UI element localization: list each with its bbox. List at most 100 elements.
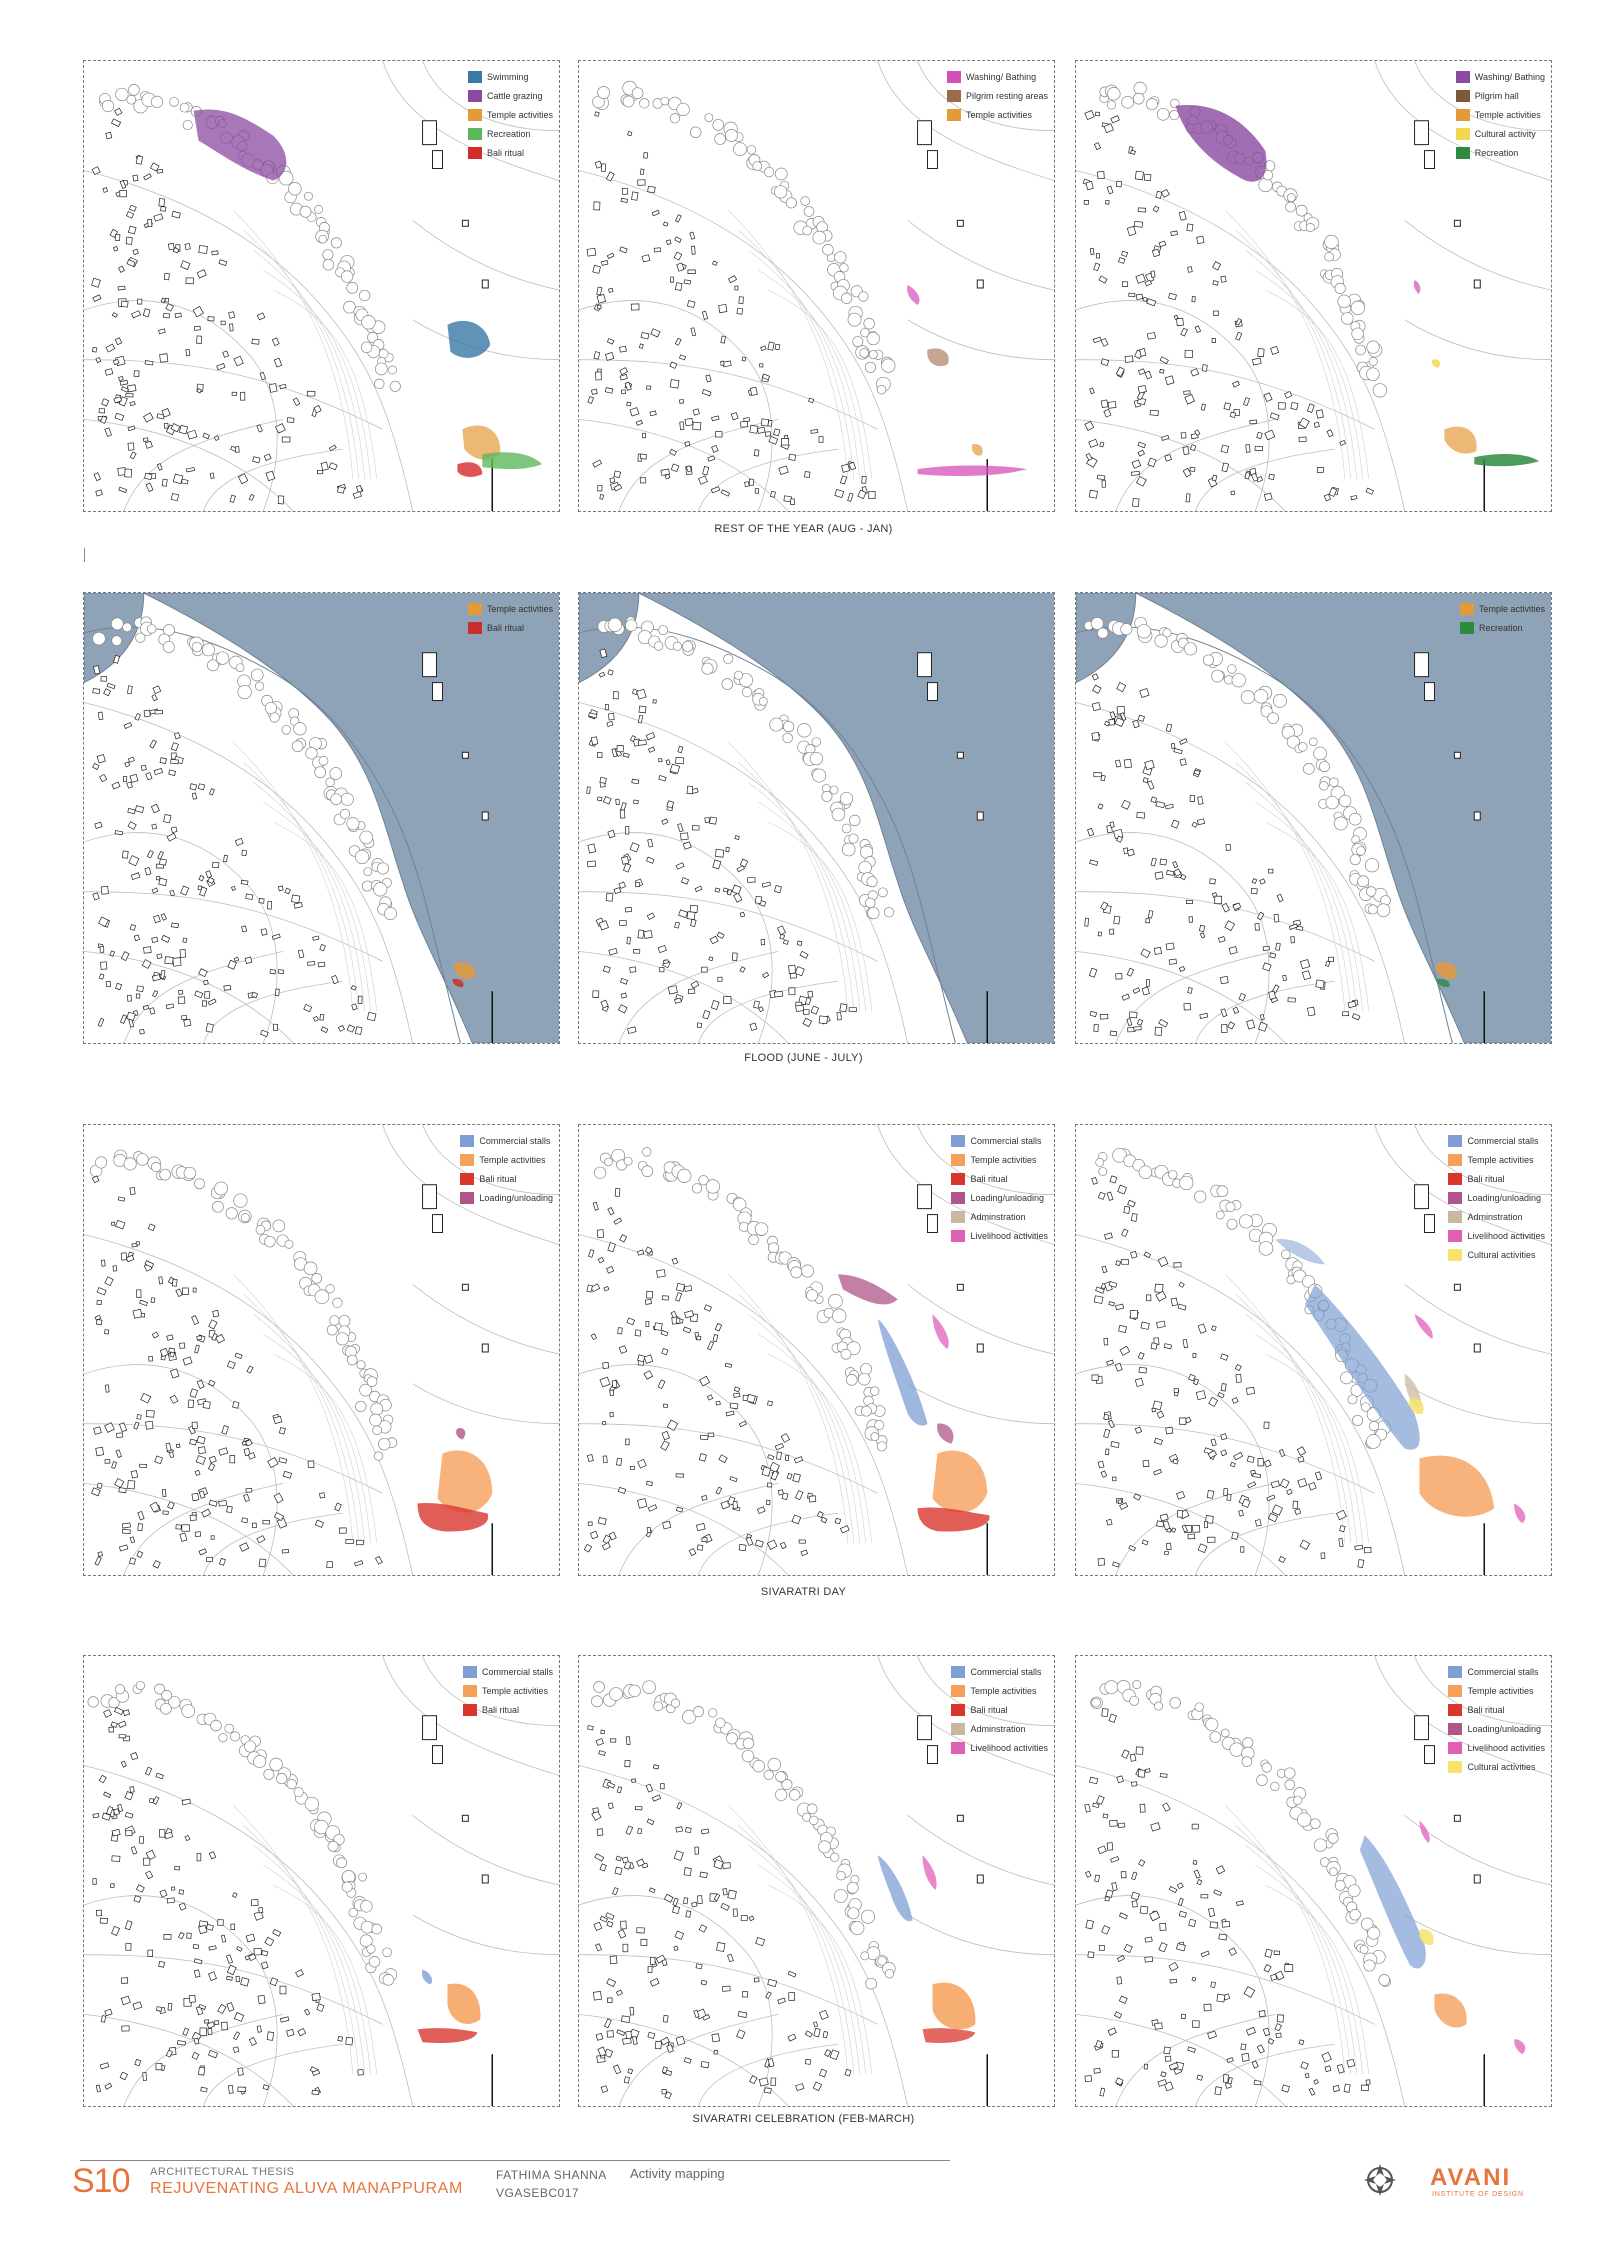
legend-label: Bali ritual bbox=[481, 1705, 519, 1715]
activity-zone bbox=[1413, 280, 1421, 294]
legend-item: Bali ritual bbox=[460, 1173, 553, 1185]
legend-label: Bali ritual bbox=[970, 1174, 1008, 1184]
legend-item: Swimming bbox=[467, 71, 553, 83]
activity-zone bbox=[447, 1983, 481, 2024]
map-legend: Temple activities Recreation bbox=[1459, 603, 1545, 641]
legend-swatch bbox=[1455, 128, 1470, 140]
legend-item: Bali ritual bbox=[1448, 1704, 1545, 1716]
legend-item: Bali ritual bbox=[462, 1704, 553, 1716]
activity-zone bbox=[1414, 1314, 1433, 1340]
legend-swatch bbox=[1455, 90, 1470, 102]
legend-label: Recreation bbox=[1474, 148, 1519, 158]
site-plan-map bbox=[84, 1125, 559, 1575]
legend-item: Cultural activity bbox=[1455, 128, 1545, 140]
sheet-title: Activity mapping bbox=[630, 2166, 725, 2181]
map-legend: Commercial stalls Temple activities Bali r… bbox=[462, 1666, 553, 1723]
row-caption: REST OF THE YEAR (AUG - JAN) bbox=[714, 523, 893, 535]
map-legend: Washing/ Bathing Pilgrim hall Temple activ… bbox=[1455, 71, 1545, 166]
activity-map-panel-r1-c1: Swimming Cattle grazing Temple activities R… bbox=[83, 60, 560, 512]
activity-zone bbox=[1419, 1820, 1430, 1844]
site-plan-map bbox=[1076, 1656, 1551, 2106]
legend-swatch bbox=[467, 71, 482, 83]
legend-label: Washing/ Bathing bbox=[1474, 72, 1545, 82]
legend-swatch bbox=[462, 1685, 477, 1697]
site-plan-map bbox=[579, 1656, 1054, 2106]
legend-item: Livelihood activities bbox=[951, 1230, 1048, 1242]
legend-label: Commercial stalls bbox=[970, 1667, 1042, 1677]
activity-zone bbox=[1409, 1398, 1424, 1415]
legend-label: Cultural activity bbox=[1474, 129, 1536, 139]
activity-zone bbox=[922, 1855, 937, 1890]
legend-swatch bbox=[951, 1230, 966, 1242]
site-plan-map bbox=[1076, 1125, 1551, 1575]
legend-item: Washing/ Bathing bbox=[946, 71, 1048, 83]
legend-item: Livelihood activities bbox=[951, 1742, 1048, 1754]
legend-swatch bbox=[462, 1704, 477, 1716]
legend-swatch bbox=[951, 1685, 966, 1697]
legend-label: Recreation bbox=[486, 129, 531, 139]
legend-item: Adminstration bbox=[1448, 1211, 1545, 1223]
activity-zone bbox=[454, 962, 475, 979]
map-legend: Commercial stalls Temple activities Bali r… bbox=[951, 1666, 1048, 1761]
activity-zone bbox=[452, 978, 464, 988]
legend-swatch bbox=[460, 1173, 475, 1185]
legend-item: Recreation bbox=[467, 128, 553, 140]
legend-label: Bali ritual bbox=[486, 148, 524, 158]
legend-label: Adminstration bbox=[970, 1212, 1026, 1222]
site-plan-map bbox=[1076, 593, 1551, 1043]
legend-swatch bbox=[467, 128, 482, 140]
activity-zone bbox=[932, 1982, 976, 2030]
legend-item: Commercial stalls bbox=[951, 1135, 1048, 1147]
activity-map-panel-r3-c3: Commercial stalls Temple activities Bali r… bbox=[1075, 1124, 1552, 1576]
legend-item: Commercial stalls bbox=[1448, 1666, 1545, 1678]
legend-item: Commercial stalls bbox=[462, 1666, 553, 1678]
legend-label: Pilgrim resting areas bbox=[965, 91, 1048, 101]
legend-item: Temple activities bbox=[946, 109, 1048, 121]
legend-label: Loading/unloading bbox=[1467, 1724, 1542, 1734]
legend-label: Temple activities bbox=[479, 1155, 546, 1165]
legend-label: Loading/unloading bbox=[1467, 1193, 1542, 1203]
legend-label: Bali ritual bbox=[486, 623, 524, 633]
legend-item: Bali ritual bbox=[1448, 1173, 1545, 1185]
activity-zone bbox=[457, 462, 483, 477]
institute-logo: AVANI bbox=[1430, 2164, 1512, 2191]
roll-number: VGASEBC017 bbox=[496, 2186, 580, 2200]
legend-swatch bbox=[1448, 1173, 1463, 1185]
legend-item: Loading/unloading bbox=[1448, 1192, 1545, 1204]
legend-item: Bali ritual bbox=[951, 1704, 1048, 1716]
legend-swatch bbox=[1448, 1135, 1463, 1147]
activity-zone bbox=[1514, 1503, 1526, 1524]
legend-label: Cultural activities bbox=[1467, 1250, 1536, 1260]
activity-map-panel-r2-c3: Temple activities Recreation bbox=[1075, 592, 1552, 1044]
activity-zone bbox=[1444, 426, 1477, 454]
legend-swatch bbox=[460, 1135, 475, 1147]
activity-zone bbox=[482, 452, 543, 470]
legend-item: Temple activities bbox=[467, 603, 553, 615]
legend-label: Bali ritual bbox=[970, 1705, 1008, 1715]
activity-zone bbox=[1419, 1455, 1495, 1517]
activity-zone bbox=[927, 348, 949, 367]
legend-item: Temple activities bbox=[1459, 603, 1545, 615]
legend-label: Temple activities bbox=[970, 1155, 1037, 1165]
activity-zone bbox=[932, 1314, 949, 1350]
legend-label: Temple activities bbox=[970, 1686, 1037, 1696]
legend-label: Loading/unloading bbox=[970, 1193, 1045, 1203]
legend-item: Loading/unloading bbox=[460, 1192, 553, 1204]
legend-swatch bbox=[946, 109, 961, 121]
legend-item: Bali ritual bbox=[467, 622, 553, 634]
legend-label: Temple activities bbox=[965, 110, 1032, 120]
legend-label: Cattle grazing bbox=[486, 91, 543, 101]
activity-map-panel-r4-c2: Commercial stalls Temple activities Bali r… bbox=[578, 1655, 1055, 2107]
legend-swatch bbox=[1448, 1230, 1463, 1242]
legend-item: Adminstration bbox=[951, 1211, 1048, 1223]
site-plan-map bbox=[579, 593, 1054, 1043]
activity-zone bbox=[437, 1450, 493, 1513]
activity-zone bbox=[417, 2028, 478, 2043]
legend-item: Loading/unloading bbox=[1448, 1723, 1545, 1735]
legend-item: Temple activities bbox=[1455, 109, 1545, 121]
activity-zone bbox=[422, 1969, 433, 1985]
legend-label: Commercial stalls bbox=[481, 1667, 553, 1677]
site-plan-map bbox=[84, 593, 559, 1043]
compass-logo-icon bbox=[1364, 2164, 1396, 2196]
legend-swatch bbox=[1448, 1723, 1463, 1735]
